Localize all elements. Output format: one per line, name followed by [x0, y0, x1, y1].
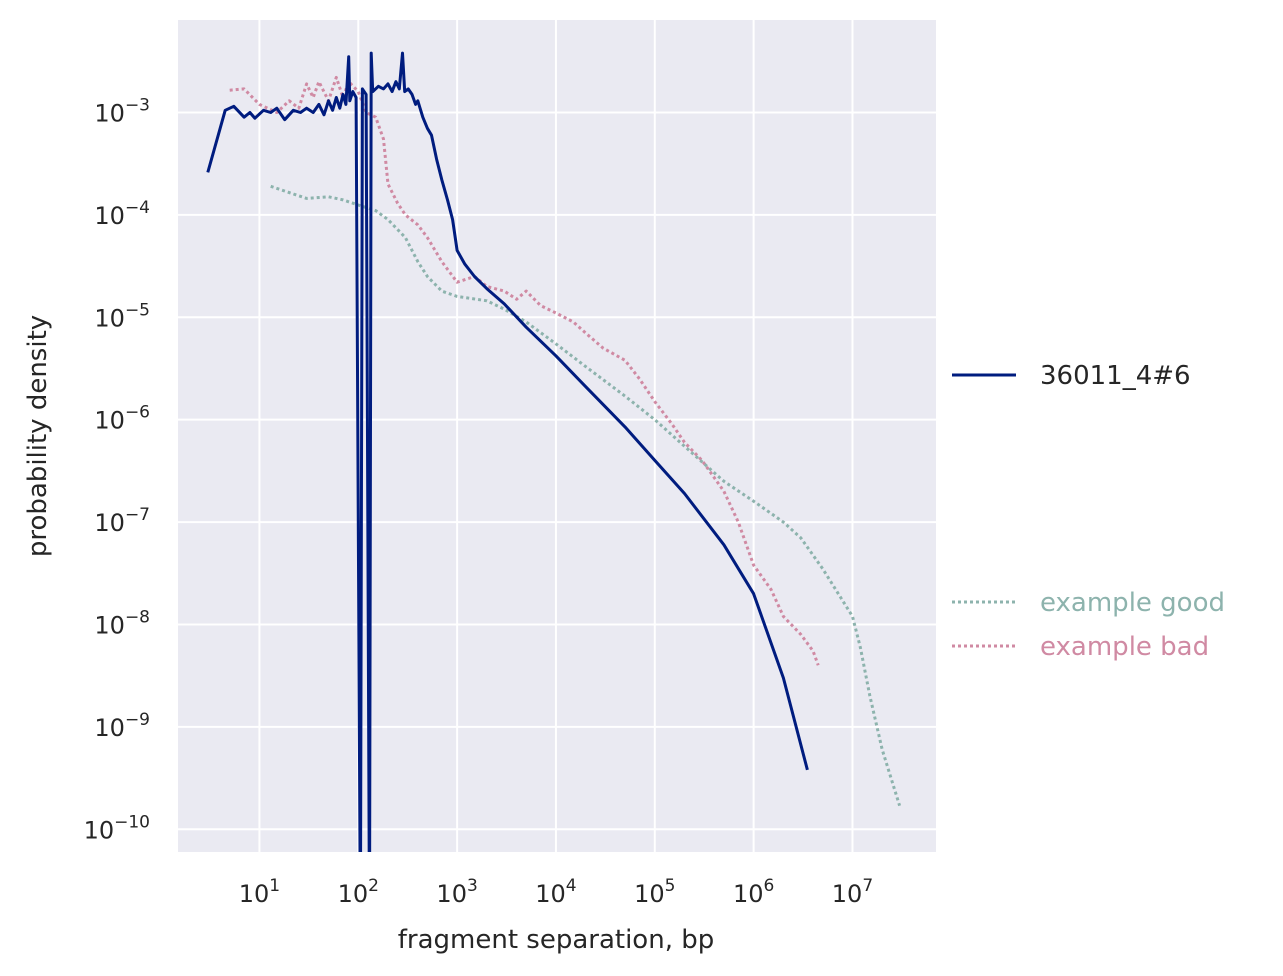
y-tick-labels: 10−3 10−4 10−5 10−6 10−7 10−8 10−9 10−10 — [84, 95, 150, 844]
series-line-example-good — [270, 184, 902, 807]
y-tick-label: 10−8 — [94, 607, 150, 639]
legend-label: example good — [1040, 588, 1225, 618]
legend-label: example bad — [1040, 632, 1209, 662]
x-axis-label: fragment separation, bp — [398, 925, 714, 955]
y-tick-label: 10−3 — [94, 95, 150, 127]
x-tick-label: 106 — [733, 876, 774, 908]
y-tick-label: 10−5 — [94, 300, 150, 332]
grid — [178, 20, 936, 852]
y-tick-label: 10−9 — [94, 710, 150, 742]
y-tick-label: 10−6 — [94, 403, 150, 435]
x-tick-label: 105 — [634, 876, 675, 908]
x-tick-label: 102 — [338, 876, 379, 908]
plot-background — [178, 20, 936, 852]
x-tick-label: 103 — [436, 876, 477, 908]
series-line-36011-4-6 — [206, 51, 809, 852]
series-line-example-bad — [229, 75, 820, 666]
y-axis-label: probability density — [23, 315, 53, 557]
y-tick-label: 10−4 — [94, 198, 150, 230]
legend-label: 36011_4#6 — [1040, 361, 1191, 391]
x-tick-label: 107 — [832, 876, 873, 908]
y-tick-label: 10−7 — [94, 505, 150, 537]
x-tick-label: 104 — [535, 876, 576, 908]
series-layer — [206, 51, 902, 852]
y-tick-label: 10−10 — [84, 812, 150, 844]
x-tick-labels: 101 102 103 104 105 106 107 — [239, 876, 873, 908]
x-tick-label: 101 — [239, 876, 280, 908]
